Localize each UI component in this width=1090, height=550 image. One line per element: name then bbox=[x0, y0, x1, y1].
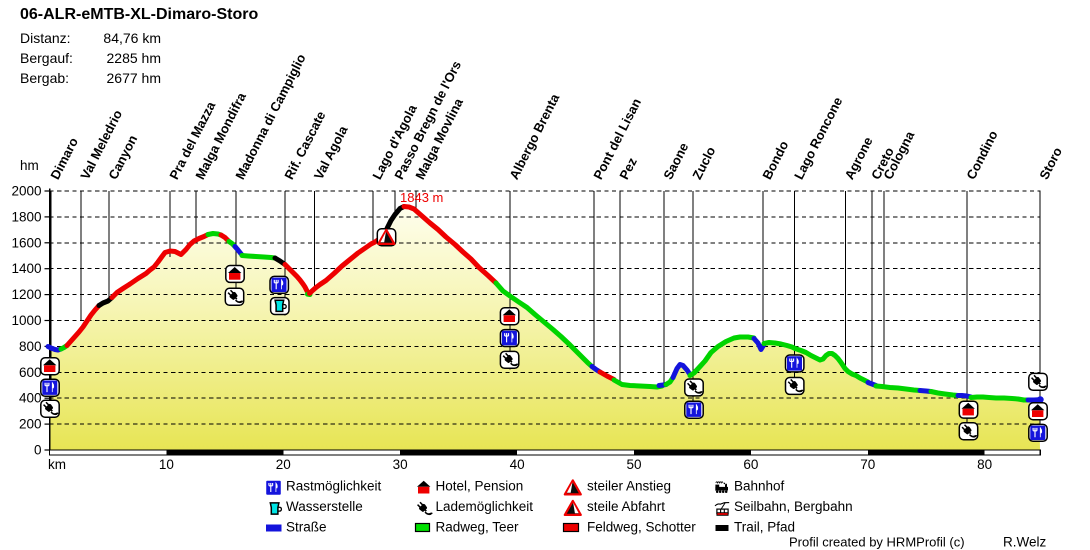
svg-text:km: km bbox=[48, 457, 66, 472]
svg-text:0: 0 bbox=[34, 443, 42, 458]
svg-text:2000: 2000 bbox=[11, 184, 41, 199]
svg-text:Feldweg, Schotter: Feldweg, Schotter bbox=[587, 520, 696, 535]
svg-text:Bergab:: Bergab: bbox=[20, 70, 69, 86]
svg-text:steiler Anstieg: steiler Anstieg bbox=[587, 479, 671, 494]
svg-text:Straße: Straße bbox=[286, 520, 327, 535]
svg-text:Radweg, Teer: Radweg, Teer bbox=[436, 520, 520, 535]
svg-text:1400: 1400 bbox=[11, 261, 41, 276]
svg-text:400: 400 bbox=[19, 391, 42, 406]
svg-text:hm: hm bbox=[20, 158, 39, 173]
svg-text:600: 600 bbox=[19, 365, 42, 380]
svg-text:40: 40 bbox=[510, 457, 525, 472]
svg-text:Seilbahn, Bergbahn: Seilbahn, Bergbahn bbox=[734, 499, 853, 514]
svg-text:Distanz:: Distanz: bbox=[20, 30, 71, 46]
svg-text:06-ALR-eMTB-XL-Dimaro-Storo: 06-ALR-eMTB-XL-Dimaro-Storo bbox=[20, 6, 258, 23]
svg-text:200: 200 bbox=[19, 417, 42, 432]
svg-text:1800: 1800 bbox=[11, 209, 41, 224]
svg-text:1200: 1200 bbox=[11, 287, 41, 302]
svg-text:50: 50 bbox=[626, 457, 641, 472]
svg-text:Bahnhof: Bahnhof bbox=[734, 479, 785, 494]
svg-text:Bergauf:: Bergauf: bbox=[20, 50, 73, 66]
svg-text:Trail, Pfad: Trail, Pfad bbox=[734, 520, 795, 535]
svg-text:Rastmöglichkeit: Rastmöglichkeit bbox=[286, 479, 382, 494]
svg-text:30: 30 bbox=[393, 457, 408, 472]
svg-text:2677 hm: 2677 hm bbox=[107, 70, 161, 86]
svg-text:10: 10 bbox=[159, 457, 174, 472]
svg-text:84,76 km: 84,76 km bbox=[103, 30, 161, 46]
svg-text:80: 80 bbox=[977, 457, 992, 472]
svg-text:Hotel, Pension: Hotel, Pension bbox=[436, 479, 524, 494]
svg-text:1843 m: 1843 m bbox=[400, 190, 443, 205]
svg-text:1600: 1600 bbox=[11, 235, 41, 250]
svg-text:Lademöglichkeit: Lademöglichkeit bbox=[436, 499, 534, 514]
svg-text:800: 800 bbox=[19, 339, 42, 354]
svg-text:Profil created by HRMProfil (c: Profil created by HRMProfil (c) bbox=[789, 535, 965, 550]
svg-text:1000: 1000 bbox=[11, 313, 41, 328]
svg-text:60: 60 bbox=[743, 457, 758, 472]
svg-text:steile Abfahrt: steile Abfahrt bbox=[587, 499, 665, 514]
svg-text:20: 20 bbox=[276, 457, 291, 472]
svg-text:Wasserstelle: Wasserstelle bbox=[286, 499, 363, 514]
svg-text:70: 70 bbox=[860, 457, 875, 472]
svg-text:R.Welz: R.Welz bbox=[1003, 535, 1047, 550]
svg-text:2285 hm: 2285 hm bbox=[107, 50, 161, 66]
